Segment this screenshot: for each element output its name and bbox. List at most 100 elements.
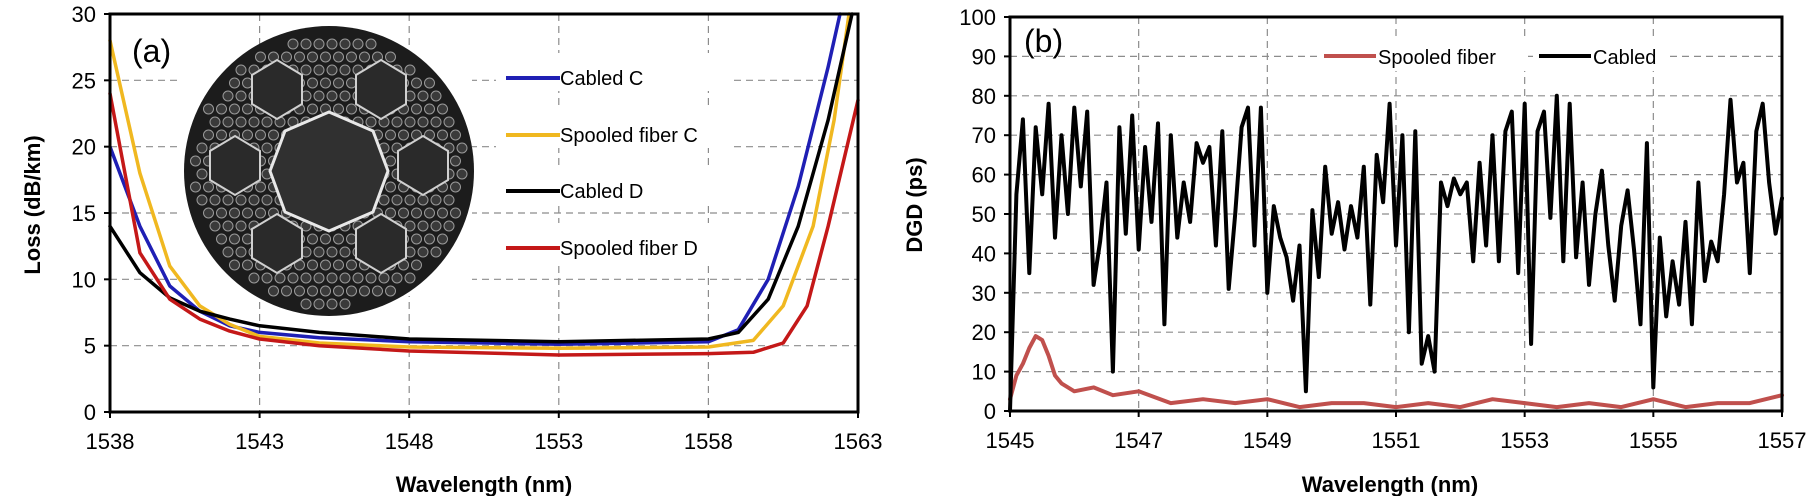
fiber-small-hole: [443, 194, 455, 206]
fiber-small-hole: [333, 103, 344, 115]
fiber-large-hole-4: [397, 134, 449, 197]
fiber-small-hole: [222, 194, 234, 206]
y-tick-label: 10: [72, 267, 96, 292]
fiber-small-hole: [242, 103, 253, 115]
fiber-small-hole: [307, 233, 318, 245]
fiber-small-hole: [424, 207, 435, 219]
fiber-small-hole: [411, 233, 422, 245]
fiber-small-hole: [300, 272, 312, 284]
fiber-small-hole: [268, 129, 279, 141]
fiber-small-hole: [274, 272, 286, 284]
y-tick-label: 0: [984, 399, 996, 424]
x-tick-label: 1549: [1243, 428, 1292, 453]
x-tick-label: 1555: [1629, 428, 1678, 453]
fiber-small-hole: [216, 207, 227, 219]
fiber-small-hole: [391, 194, 403, 206]
legend-label: Cabled D: [560, 181, 643, 203]
fiber-small-hole: [261, 142, 273, 154]
fiber-small-hole: [346, 103, 357, 115]
fiber-small-hole: [417, 246, 429, 258]
fiber-small-hole: [300, 38, 312, 50]
series-line-cabled-d: [108, 12, 854, 344]
fiber-small-hole: [437, 207, 448, 219]
fiber-small-hole: [404, 220, 416, 232]
y-tick-label: 70: [972, 123, 996, 148]
series-line-spooled-fiber: [1008, 334, 1784, 410]
fiber-small-hole: [333, 259, 344, 271]
fiber-small-hole: [339, 272, 351, 284]
fiber-small-hole: [424, 233, 435, 245]
fiber-small-hole: [216, 103, 227, 115]
fiber-small-hole: [320, 233, 331, 245]
y-tick-label: 90: [972, 44, 996, 69]
fiber-small-hole: [222, 116, 234, 128]
fiber-small-hole: [385, 207, 396, 219]
fiber-small-hole: [261, 116, 273, 128]
fiber-small-hole: [313, 64, 325, 76]
fiber-small-hole: [333, 51, 344, 63]
fiber-small-hole: [209, 220, 221, 232]
fiber-small-hole: [411, 103, 422, 115]
fiber-small-hole: [281, 285, 292, 297]
fiber-small-hole: [209, 116, 221, 128]
y-tick-label: 20: [972, 320, 996, 345]
fiber-small-hole: [235, 90, 247, 102]
panel-b-x-axis-label: Wavelength (nm): [1302, 472, 1478, 496]
fiber-small-hole: [313, 272, 325, 284]
fiber-small-hole: [190, 155, 201, 167]
x-tick-label: 1547: [1114, 428, 1163, 453]
fiber-small-hole: [339, 90, 351, 102]
fiber-small-hole: [209, 194, 221, 206]
fiber-small-hole: [320, 51, 331, 63]
x-tick-label: 1558: [684, 429, 733, 454]
fiber-small-hole: [307, 285, 318, 297]
fiber-small-hole: [300, 64, 312, 76]
legend-label: Cabled C: [560, 68, 643, 90]
x-tick-label: 1553: [1500, 428, 1549, 453]
panel-a-label: (a): [132, 33, 171, 69]
fiber-small-hole: [261, 194, 273, 206]
y-tick-label: 30: [972, 281, 996, 306]
fiber-small-hole: [450, 181, 461, 193]
fiber-small-hole: [255, 207, 266, 219]
fiber-small-hole: [235, 64, 247, 76]
fiber-small-hole: [326, 38, 338, 50]
fiber-small-hole: [333, 77, 344, 89]
series-line-spooled-fiber-d: [108, 91, 860, 357]
fiber-small-hole: [242, 129, 253, 141]
fiber-small-hole: [333, 233, 344, 245]
fiber-small-hole: [255, 129, 266, 141]
y-tick-label: 15: [72, 201, 96, 226]
panel-b-y-axis-label: DGD (ps): [902, 157, 927, 252]
fiber-large-hole-6: [355, 212, 407, 275]
legend-label: Spooled fiber D: [560, 238, 698, 260]
fiber-small-hole: [203, 181, 214, 193]
panel-b-label: (b): [1024, 23, 1063, 59]
x-tick-label: 1563: [834, 429, 883, 454]
fiber-small-hole: [450, 155, 461, 167]
fiber-small-hole: [424, 77, 435, 89]
fiber-small-hole: [404, 64, 416, 76]
fiber-small-hole: [216, 129, 227, 141]
fiber-small-hole: [346, 259, 357, 271]
fiber-small-hole: [294, 285, 305, 297]
fiber-small-hole: [339, 38, 351, 50]
legend-label: Spooled fiber: [1378, 47, 1496, 69]
fiber-small-hole: [430, 90, 442, 102]
y-tick-label: 25: [72, 68, 96, 93]
fiber-small-hole: [307, 259, 318, 271]
x-tick-label: 1548: [385, 429, 434, 454]
fiber-small-hole: [287, 38, 299, 50]
fiber-small-hole: [287, 272, 299, 284]
fiber-small-hole: [385, 285, 396, 297]
fiber-small-hole: [398, 207, 409, 219]
fiber-small-hole: [417, 90, 429, 102]
fiber-cross-section-inset: [180, 26, 474, 316]
fiber-small-hole: [437, 129, 448, 141]
fiber-small-hole: [424, 103, 435, 115]
fiber-small-hole: [313, 38, 325, 50]
x-tick-label: 1553: [534, 429, 583, 454]
fiber-small-hole: [235, 116, 247, 128]
fiber-small-hole: [411, 259, 422, 271]
